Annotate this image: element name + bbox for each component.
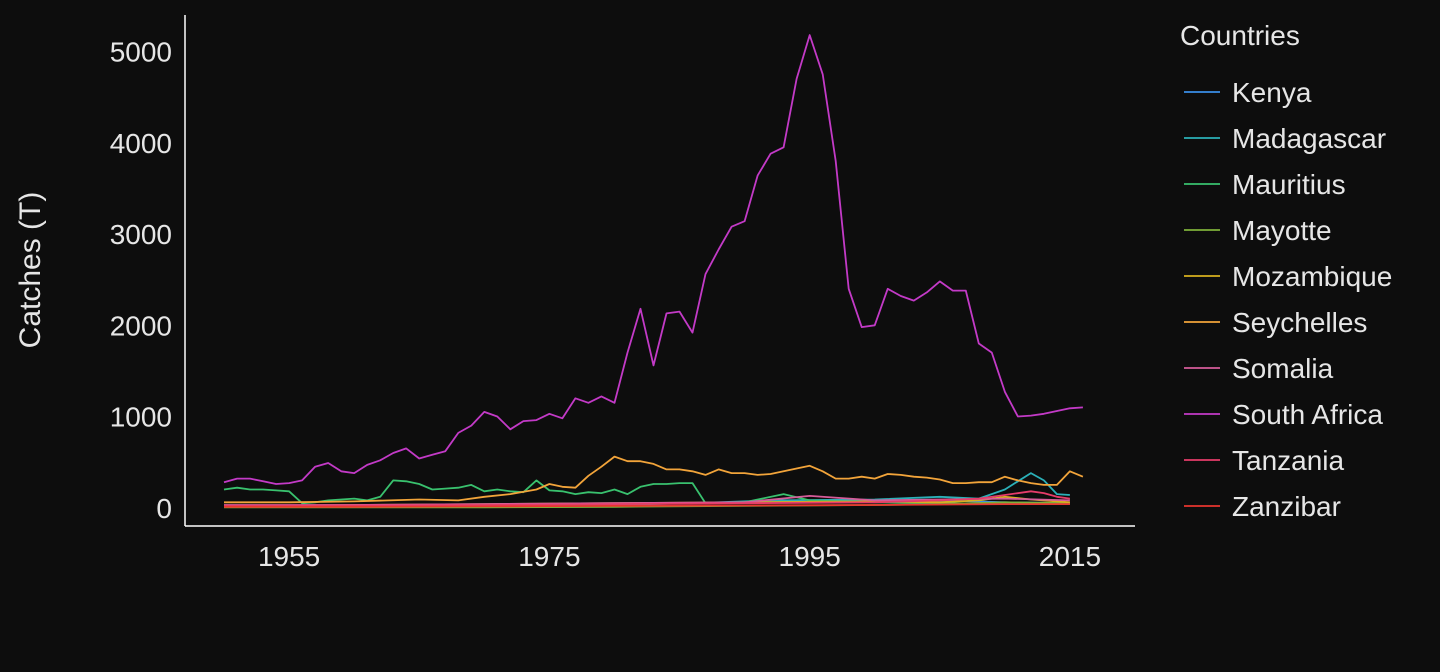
legend-label: Somalia: [1232, 353, 1334, 384]
legend-label: Mauritius: [1232, 169, 1346, 200]
x-tick-label: 2015: [1039, 541, 1101, 572]
legend-label: Zanzibar: [1232, 491, 1341, 522]
legend-item-seychelles: Seychelles: [1184, 307, 1367, 338]
legend-label: South Africa: [1232, 399, 1383, 430]
y-tick-label: 4000: [110, 128, 172, 159]
legend-label: Mozambique: [1232, 261, 1392, 292]
legend-item-south-africa: South Africa: [1184, 399, 1383, 430]
legend-item-tanzania: Tanzania: [1184, 445, 1345, 476]
y-tick-label: 1000: [110, 402, 172, 433]
y-tick-label: 5000: [110, 37, 172, 68]
y-tick-label: 0: [156, 493, 172, 524]
series-line-zanzibar: [224, 503, 1070, 508]
y-tick-label: 3000: [110, 219, 172, 250]
series-line-seychelles: [224, 455, 1084, 504]
x-tick-labels: 1955 1975 1995 2015: [258, 541, 1101, 572]
x-tick-label: 1955: [258, 541, 320, 572]
legend-title: Countries: [1180, 20, 1300, 51]
series-line-south-africa: [223, 34, 1083, 485]
legend-item-mauritius: Mauritius: [1184, 169, 1346, 200]
legend-item-madagascar: Madagascar: [1184, 123, 1386, 154]
y-tick-label: 2000: [110, 310, 172, 341]
legend-item-mozambique: Mozambique: [1184, 261, 1392, 292]
x-tick-label: 1995: [779, 541, 841, 572]
legend-label: Kenya: [1232, 77, 1312, 108]
legend: Kenya Madagascar Mauritius Mayotte Mozambiqu…: [1184, 77, 1392, 522]
legend-item-somalia: Somalia: [1184, 353, 1334, 384]
y-axis-label: Catches (T): [14, 192, 47, 349]
series-line-tanzania: [223, 490, 1071, 507]
legend-label: Seychelles: [1232, 307, 1367, 338]
legend-label: Mayotte: [1232, 215, 1332, 246]
series-lines: [223, 34, 1084, 509]
legend-label: Madagascar: [1232, 123, 1386, 154]
legend-item-mayotte: Mayotte: [1184, 215, 1332, 246]
legend-item-kenya: Kenya: [1184, 77, 1312, 108]
legend-label: Tanzania: [1232, 445, 1345, 476]
y-tick-labels: 0 1000 2000 3000 4000 5000: [110, 37, 172, 524]
x-tick-label: 1975: [518, 541, 580, 572]
legend-item-zanzibar: Zanzibar: [1184, 491, 1341, 522]
